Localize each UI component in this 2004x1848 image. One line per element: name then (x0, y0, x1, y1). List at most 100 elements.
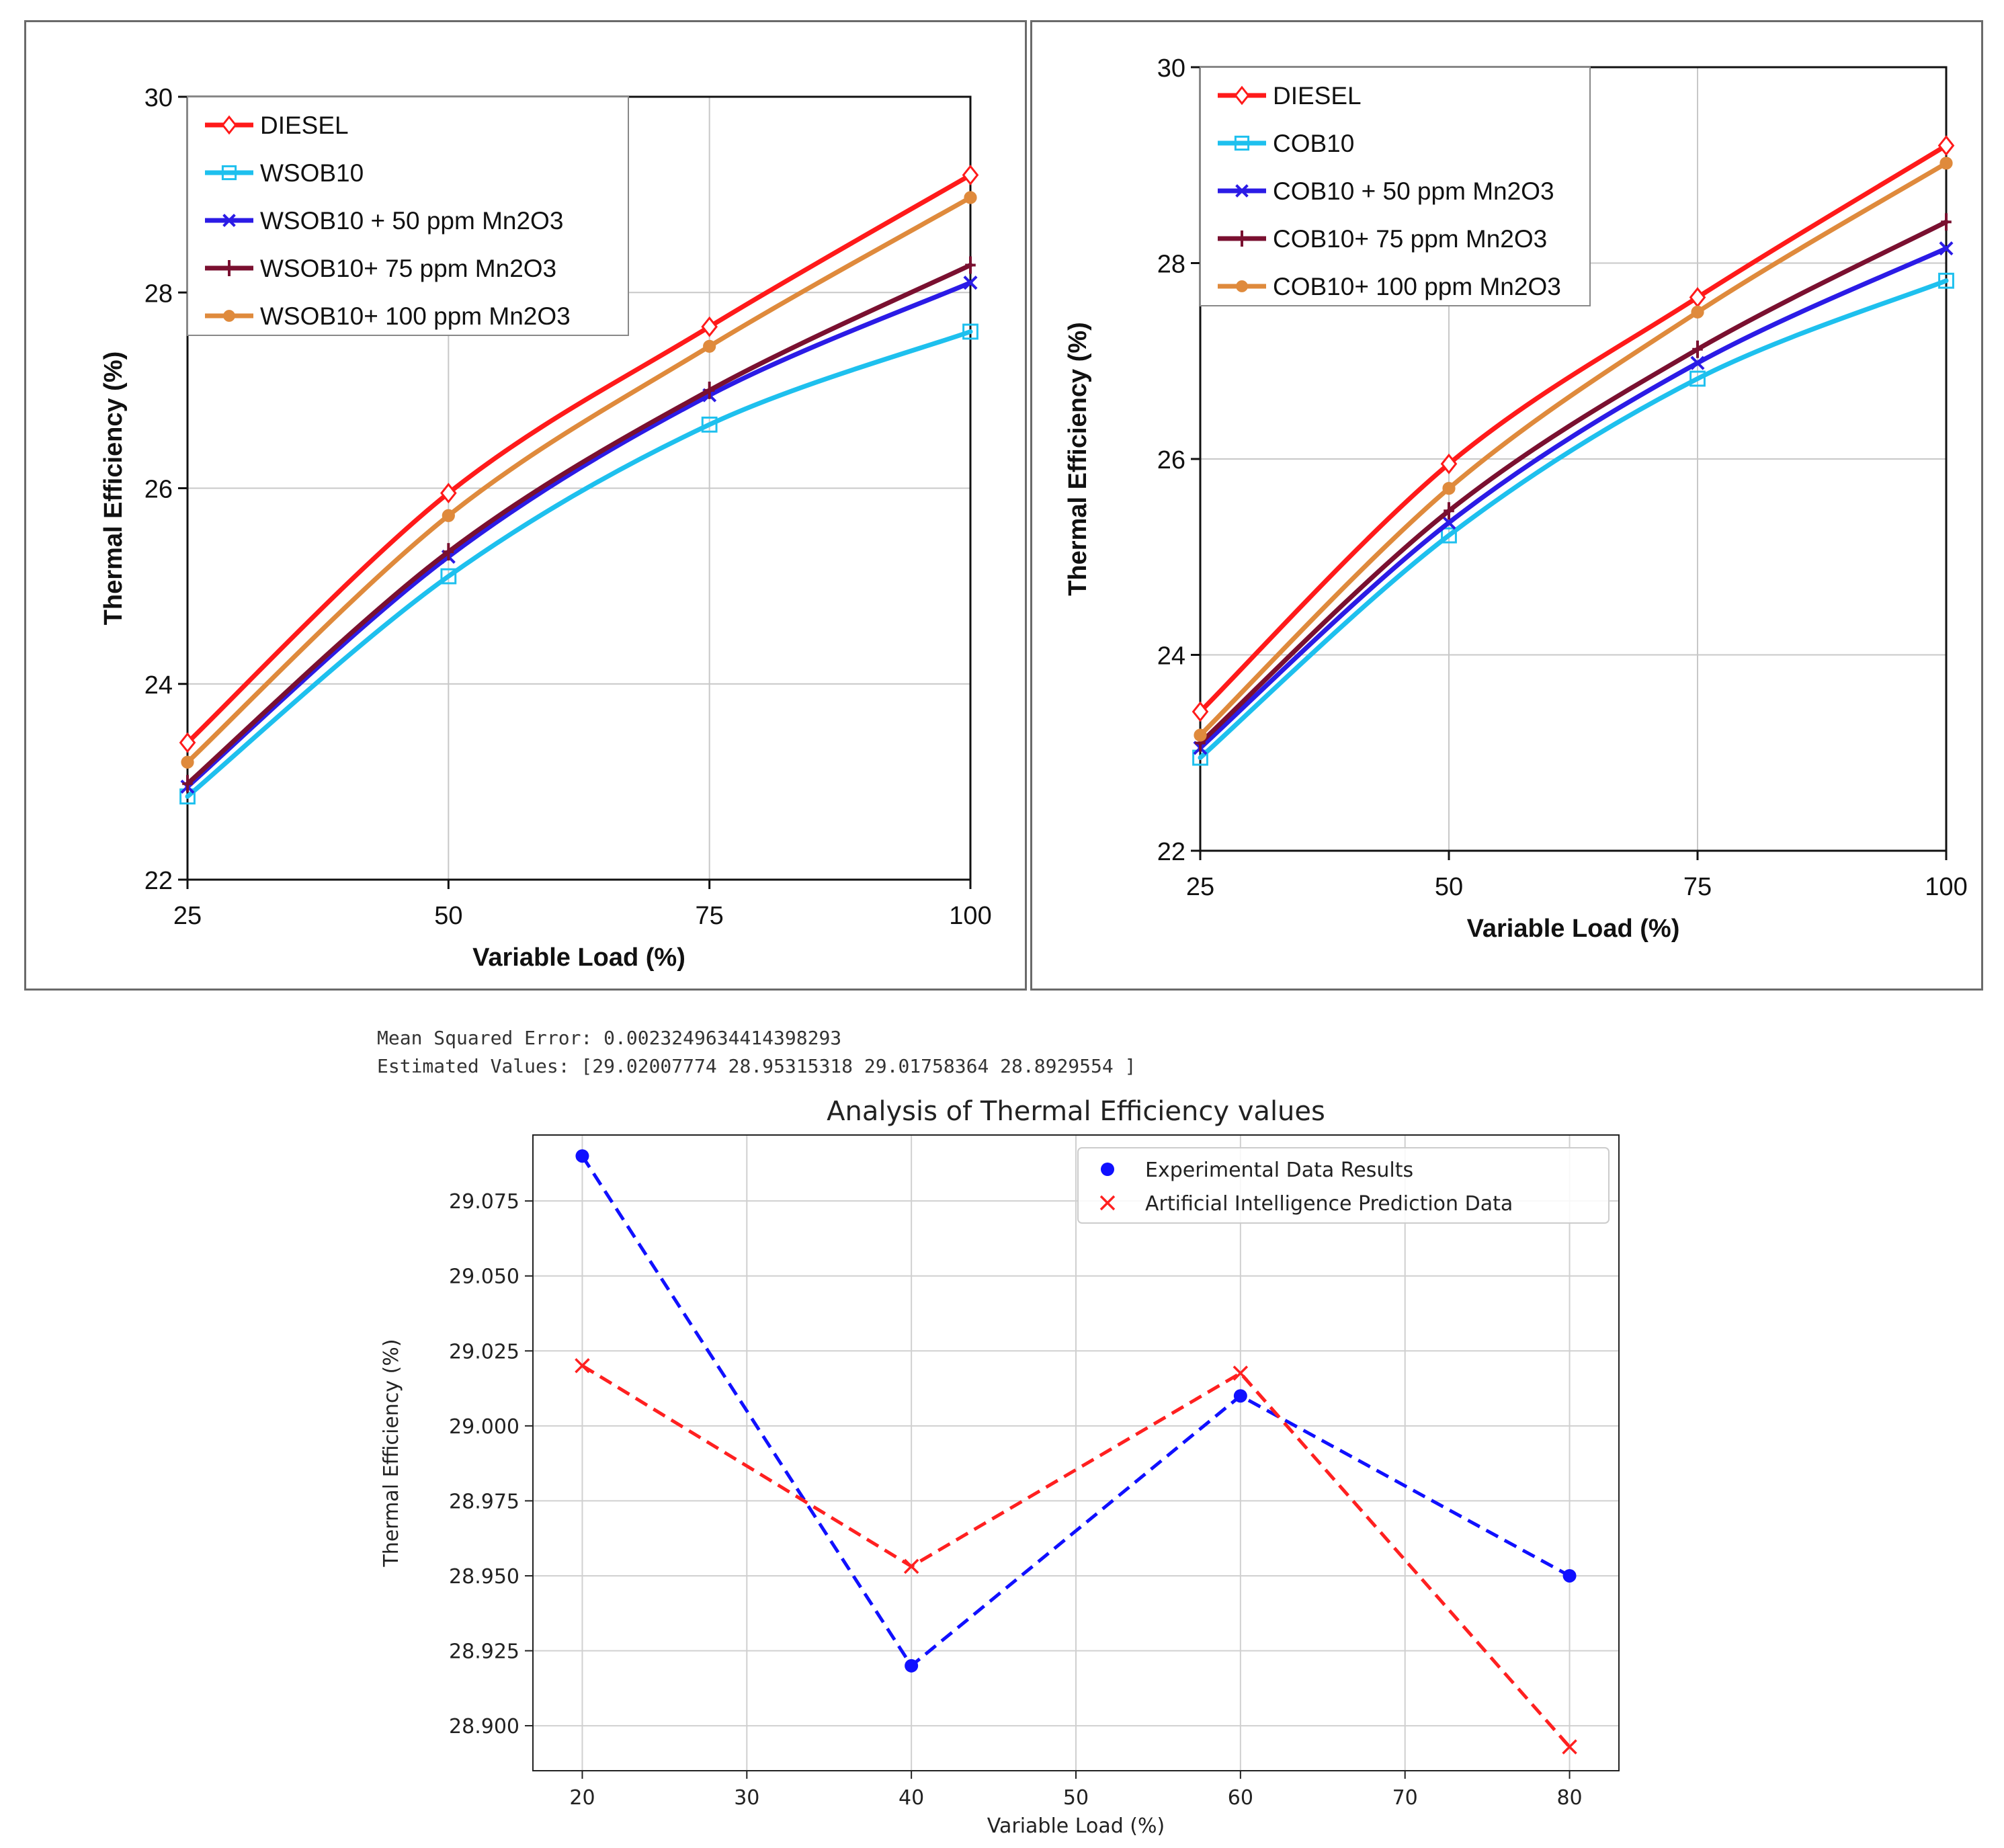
y-tick-label: 28 (1157, 251, 1185, 279)
series-3 (1195, 213, 1952, 752)
legend-label: Artificial Intelligence Prediction Data (1145, 1192, 1513, 1216)
series-1 (1192, 272, 1954, 766)
data-point-marker (1442, 515, 1456, 530)
data-point-marker (1442, 482, 1456, 495)
legend-label: WSOB10+ 75 ppm Mn2O3 (260, 255, 556, 282)
x-tick-label: 75 (696, 902, 724, 930)
data-point-marker (1691, 305, 1704, 319)
series-line (185, 262, 973, 786)
data-point-marker (1939, 157, 1953, 170)
x-tick-label: 75 (1683, 873, 1712, 901)
series-0 (179, 165, 979, 753)
x-tick-label: 25 (173, 902, 202, 930)
series-0 (1192, 135, 1955, 722)
x-tick-label: 100 (1925, 873, 1967, 901)
series-line (185, 280, 973, 790)
legend-marker (1234, 135, 1250, 151)
legend-marker (1236, 280, 1248, 292)
data-point-marker (182, 775, 193, 793)
x-axis-label: Variable Load (%) (1467, 915, 1680, 943)
x-tick-label: 40 (899, 1786, 924, 1810)
chart-title: Analysis of Thermal Efficiency values (827, 1096, 1325, 1127)
legend-label: Experimental Data Results (1145, 1159, 1413, 1182)
legend-label: WSOB10+ 100 ppm Mn2O3 (260, 302, 571, 330)
series-line (1198, 161, 1949, 738)
series-4 (1194, 157, 1953, 742)
legend-marker (222, 214, 236, 227)
series-line (185, 329, 973, 799)
legend: DIESEL WSOB10 WSOB10 + 50 ppm Mn2O3 WSOB10+… (187, 96, 629, 336)
legend-marker (1234, 85, 1250, 106)
console-mse-line: Mean Squared Error: 0.002324963441439829… (377, 1027, 842, 1049)
console-estimated-line: Estimated Values: [29.02007774 28.953153… (377, 1055, 1136, 1077)
legend: Experimental Data Results Artificial Inte… (1077, 1147, 1610, 1224)
y-tick-label: 24 (1157, 642, 1185, 671)
data-point-marker (1941, 213, 1952, 231)
data-point-marker (905, 1658, 919, 1673)
y-tick-label: 28.900 (449, 1715, 519, 1738)
data-point-marker (1937, 135, 1955, 157)
left-chart-panel: 22 24 26 28 30 25 50 75 100 Variable Load (%) Ther… (24, 20, 1027, 991)
legend-marker (1101, 1163, 1114, 1176)
data-point-marker (440, 568, 457, 585)
bottom-chart: Analysis of Thermal Efficiency values 20 3… (380, 1096, 1620, 1838)
series-3 (182, 256, 976, 793)
data-point-marker (1194, 728, 1207, 742)
series-line (1198, 219, 1949, 746)
data-point-marker (964, 191, 977, 204)
legend-label: DIESEL (260, 112, 349, 139)
x-tick-label: 80 (1556, 1786, 1582, 1810)
y-tick-label: 28.925 (449, 1640, 519, 1664)
x-axis-label: Variable Load (%) (987, 1814, 1165, 1838)
legend-box (187, 96, 629, 336)
plot-area-border (532, 1134, 1620, 1771)
data-point-marker (1562, 1568, 1577, 1583)
data-point-marker (1233, 1389, 1247, 1403)
x-tick-label: 25 (1186, 873, 1214, 901)
x-tick-label: 50 (434, 902, 462, 930)
x-tick-label: 30 (734, 1786, 759, 1810)
legend-label: COB10+ 75 ppm Mn2O3 (1273, 225, 1547, 253)
data-point-marker (1562, 1739, 1577, 1755)
series-line (1198, 278, 1949, 761)
x-tick-label: 60 (1228, 1786, 1253, 1810)
legend: DIESEL COB10 COB10 + 50 ppm Mn2O3 COB10+ 75… (1200, 67, 1591, 306)
data-point-marker (575, 1149, 589, 1163)
y-tick-label: 28.975 (449, 1490, 519, 1513)
data-point-marker (179, 732, 196, 753)
data-point-marker (704, 381, 715, 399)
data-point-marker (1440, 453, 1458, 474)
legend-marker (221, 115, 237, 135)
legend-marker (221, 165, 237, 181)
legend-label: DIESEL (1273, 82, 1362, 110)
y-axis-label: Thermal Efficiency (%) (1064, 322, 1092, 596)
data-point-marker (1689, 287, 1706, 308)
data-point-marker (1939, 241, 1954, 256)
series-line (581, 1364, 1571, 1749)
x-axis-label: Variable Load (%) (472, 943, 685, 972)
data-point-marker (701, 316, 718, 337)
right-chart-panel: 22 24 26 28 30 25 50 75 100 Variable Load (%) Ther… (1030, 20, 1983, 991)
y-tick-label: 22 (144, 867, 173, 895)
y-tick-label: 29.050 (449, 1265, 519, 1289)
legend-marker (224, 260, 235, 276)
data-point-marker (1938, 272, 1954, 289)
data-point-marker (1233, 1366, 1249, 1381)
legend-box (1077, 1147, 1610, 1224)
series-line (185, 173, 973, 745)
y-tick-label: 29.000 (449, 1415, 519, 1439)
data-point-marker (1192, 701, 1209, 722)
y-tick-label: 30 (1157, 54, 1185, 83)
y-axis-label: Thermal Efficiency (%) (99, 351, 128, 626)
y-tick-label: 28.950 (449, 1565, 519, 1589)
data-point-marker (701, 416, 718, 433)
legend-label: COB10 + 50 ppm Mn2O3 (1273, 177, 1554, 205)
series-1 (179, 323, 978, 805)
left-chart: 22 24 26 28 30 25 50 75 100 Variable Load (%) Ther… (99, 84, 992, 972)
legend-marker (1099, 1195, 1116, 1211)
series-4 (181, 191, 977, 769)
y-axis-label: Thermal Efficiency (%) (380, 1339, 403, 1567)
y-tick-label: 28 (144, 280, 173, 308)
y-tick-label: 29.025 (449, 1340, 519, 1363)
legend-marker (223, 310, 235, 322)
